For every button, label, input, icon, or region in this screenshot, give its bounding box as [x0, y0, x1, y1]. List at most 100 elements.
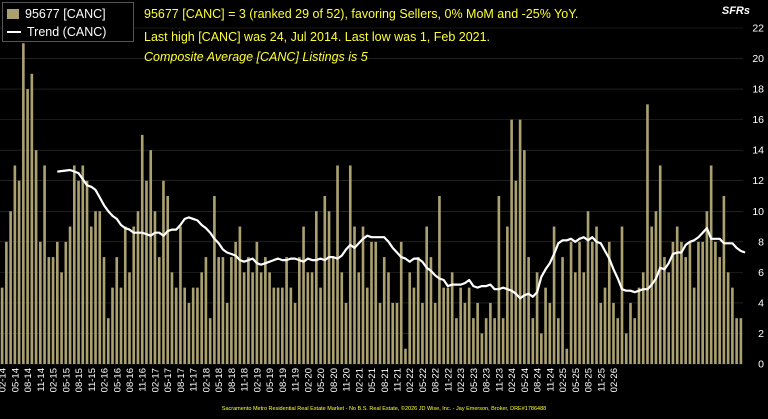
bar	[595, 226, 598, 364]
bar	[667, 272, 671, 364]
bar	[692, 287, 696, 364]
bar	[39, 241, 42, 364]
bar	[213, 196, 216, 364]
bar	[391, 302, 395, 364]
x-tick-label: 11-25	[596, 368, 607, 392]
bar	[238, 226, 242, 364]
bar	[527, 257, 530, 364]
x-tick-label: 02-24	[507, 368, 518, 392]
bar	[98, 211, 102, 364]
bar	[208, 318, 212, 364]
bar	[327, 211, 331, 364]
bar	[472, 318, 475, 364]
bar	[166, 196, 170, 364]
y-axis: 0 2 4 6 8 10 12 14 16 18 20 22	[752, 23, 764, 371]
bar	[731, 287, 734, 364]
bar	[77, 180, 80, 364]
bar	[0, 287, 4, 364]
bar	[455, 318, 458, 364]
x-tick-label: 08-16	[125, 368, 136, 392]
bar	[675, 226, 679, 364]
y-tick-label: 18	[752, 84, 764, 96]
bar	[382, 257, 386, 364]
bar	[688, 241, 692, 364]
bar	[281, 287, 284, 364]
bar	[162, 180, 165, 364]
trend-line	[57, 168, 746, 300]
bar	[204, 257, 208, 364]
legend-item-series: 95677 [CANC]	[7, 5, 106, 23]
bar	[633, 318, 637, 364]
bar	[132, 226, 136, 364]
bar	[30, 73, 34, 365]
bar	[310, 272, 314, 364]
bar	[535, 272, 539, 364]
bar	[153, 211, 157, 364]
bar	[573, 272, 577, 364]
bar	[599, 302, 603, 364]
x-tick-label: 02-22	[405, 368, 416, 392]
bar	[421, 302, 424, 364]
bar	[718, 257, 721, 364]
y-tick-label: 14	[752, 145, 764, 157]
x-tick-label: 08-18	[227, 368, 238, 392]
bar	[306, 272, 310, 364]
legend-bar-swatch	[7, 9, 19, 19]
bar	[680, 241, 683, 364]
x-tick-label: 11-24	[545, 368, 556, 392]
legend-trend-label: Trend (CANC)	[27, 25, 107, 39]
bar	[620, 226, 624, 364]
bar	[646, 104, 649, 364]
bar	[331, 257, 335, 364]
bar	[17, 180, 21, 364]
bar	[586, 211, 590, 364]
bar	[115, 257, 119, 364]
bar	[81, 165, 85, 364]
bar	[225, 302, 229, 364]
x-tick-label: 08-23	[482, 368, 493, 392]
bar	[540, 333, 543, 364]
x-tick-label: 05-18	[214, 368, 225, 392]
bar	[624, 333, 628, 364]
x-tick-label: 05-15	[61, 368, 72, 392]
bar	[709, 165, 713, 364]
bar	[13, 165, 17, 364]
y-tick-label: 8	[758, 236, 764, 248]
x-tick-label: 05-24	[520, 368, 531, 392]
bar	[272, 287, 276, 364]
bar	[484, 318, 488, 364]
bar	[650, 226, 654, 364]
y-tick-label: 2	[758, 328, 764, 340]
x-tick-label: 11-19	[291, 368, 302, 392]
bar	[191, 287, 195, 364]
x-tick-label: 05-22	[418, 368, 429, 392]
x-tick-label: 11-20	[342, 368, 353, 392]
bar	[348, 165, 352, 364]
x-tick-label: 02-15	[49, 368, 60, 392]
x-tick-label: 05-20	[316, 368, 327, 392]
bar	[658, 165, 662, 364]
bar	[726, 272, 730, 364]
bar	[590, 241, 594, 364]
x-tick-label: 05-14	[10, 368, 21, 392]
bar	[106, 318, 110, 364]
bar	[365, 287, 369, 364]
bar	[476, 302, 479, 364]
bar	[514, 180, 518, 364]
bar	[72, 165, 76, 364]
x-tick-label: 08-17	[176, 368, 187, 392]
bar	[497, 196, 501, 364]
bar	[187, 302, 191, 364]
bar	[684, 257, 687, 364]
x-tick-label: 08-21	[380, 368, 391, 392]
bar	[616, 318, 620, 364]
bar	[157, 257, 161, 364]
bar	[506, 226, 509, 364]
bar	[518, 119, 522, 365]
bar	[119, 287, 123, 364]
bar	[701, 241, 704, 364]
bar	[450, 272, 454, 364]
bar	[544, 287, 547, 364]
bar	[247, 257, 250, 364]
bar	[654, 211, 658, 364]
